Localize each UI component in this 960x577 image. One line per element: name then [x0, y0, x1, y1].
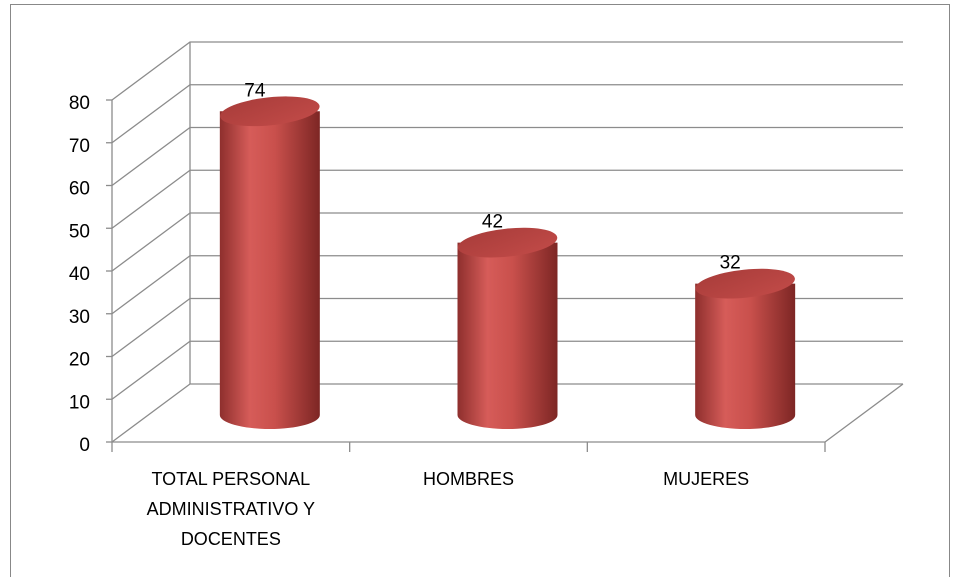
y-tick-label: 70 — [69, 136, 90, 157]
x-tick-label: TOTAL PERSONAL ADMINISTRATIVO Y DOCENTES — [146, 469, 315, 549]
y-tick-label: 40 — [69, 264, 90, 285]
bar-top — [220, 96, 320, 127]
x-tick-label: HOMBRES — [422, 469, 514, 489]
y-tick-label: 20 — [69, 350, 90, 371]
x-tick-label: MUJERES — [663, 469, 750, 489]
chart-border — [10, 4, 950, 577]
value-label: 74 — [244, 80, 266, 101]
grid-line — [111, 41, 903, 101]
y-tick-label: 30 — [69, 307, 90, 328]
value-label: 32 — [720, 253, 741, 274]
y-tick-label: 50 — [69, 221, 90, 242]
y-tick-label: 0 — [79, 435, 90, 456]
bar — [695, 283, 796, 430]
value-label: 42 — [482, 212, 503, 233]
y-tick-label: 80 — [69, 93, 90, 114]
bar-top — [695, 268, 795, 299]
y-tick-label: 60 — [69, 179, 90, 200]
bar — [457, 242, 558, 430]
y-tick-label: 10 — [69, 392, 90, 413]
bar-top — [457, 227, 558, 258]
bar — [219, 111, 320, 429]
